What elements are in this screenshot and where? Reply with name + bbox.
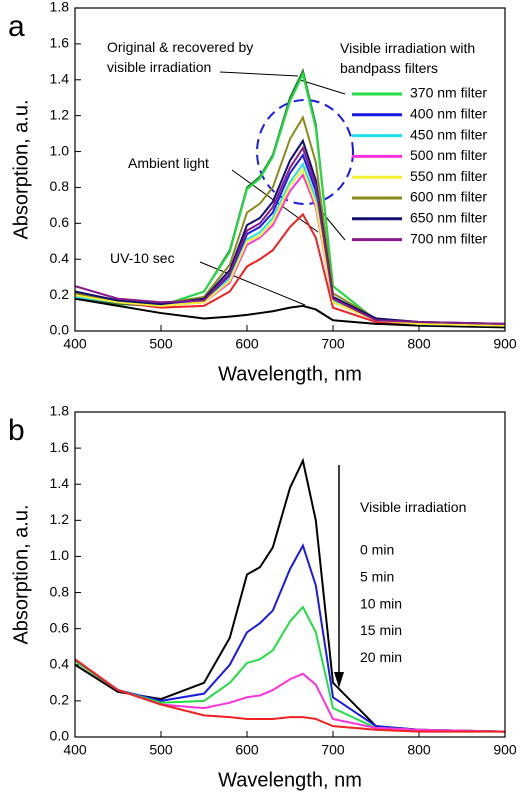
- legend-label: 15 min: [360, 622, 402, 638]
- y-tick-label: 1.8: [50, 403, 70, 419]
- y-tick-label: 0.0: [50, 322, 70, 338]
- spectrum-line: [74, 605, 506, 733]
- y-tick-label: 0.2: [50, 692, 70, 708]
- annotation: Ambient light: [128, 155, 209, 171]
- legend-label: 400 nm filter: [410, 106, 487, 122]
- x-tick-label: 500: [149, 742, 173, 758]
- x-tick-label: 700: [321, 742, 345, 758]
- plot-frame: [74, 411, 506, 738]
- spectrum-line: [74, 457, 506, 733]
- leader-line: [219, 71, 299, 77]
- panel-label: a: [8, 10, 25, 43]
- legend-label: 370 nm filter: [410, 85, 487, 101]
- spectrum-line: [74, 658, 505, 733]
- y-tick-label: 1.4: [50, 475, 70, 491]
- y-axis-title: Absorption, a.u.: [10, 504, 32, 644]
- annotation: Original & recovered by visible irradiat…: [107, 39, 254, 75]
- y-tick-label: 0.8: [50, 178, 70, 194]
- y-tick-label: 0.4: [50, 250, 70, 266]
- leader-line: [299, 79, 346, 95]
- y-tick-label: 1.0: [50, 142, 70, 158]
- y-tick-label: 1.0: [50, 547, 70, 563]
- x-axis-title: Wavelength, nm: [218, 769, 362, 791]
- legend-label: 5 min: [360, 569, 394, 585]
- spectrum-line: [74, 543, 506, 733]
- spectrum-line: [74, 297, 506, 329]
- x-tick-label: 800: [407, 336, 431, 352]
- y-tick-label: 0.6: [50, 619, 70, 635]
- x-tick-label: 400: [63, 336, 87, 352]
- spectrum-line: [74, 167, 506, 327]
- highlight-ellipse: [256, 99, 354, 205]
- y-tick-label: 1.6: [50, 35, 70, 51]
- y-axis-title: Absorption, a.u.: [10, 99, 32, 239]
- x-axis-title: Wavelength, nm: [218, 363, 362, 385]
- y-tick-label: 0.0: [50, 728, 70, 744]
- panel-label: b: [8, 414, 25, 447]
- y-tick-label: 1.8: [50, 0, 70, 15]
- spectrum-line: [74, 658, 506, 733]
- y-tick-label: 0.6: [50, 214, 70, 230]
- y-tick-label: 1.2: [50, 106, 70, 122]
- x-tick-label: 600: [235, 336, 259, 352]
- x-tick-label: 400: [63, 742, 87, 758]
- x-tick-label: 600: [235, 742, 259, 758]
- legend-title: Visible irradiation with bandpass filter…: [340, 40, 476, 76]
- legend-title: Visible irradiation: [360, 499, 467, 515]
- legend-label: 10 min: [360, 595, 402, 611]
- annotation: UV-10 sec: [110, 250, 175, 266]
- y-tick-label: 0.2: [50, 286, 70, 302]
- legend-label: 450 nm filter: [410, 126, 487, 142]
- legend-label: 600 nm filter: [410, 189, 487, 205]
- y-tick-label: 0.8: [50, 583, 70, 599]
- y-tick-label: 1.4: [50, 70, 70, 86]
- legend-label: 550 nm filter: [410, 168, 487, 184]
- legend-label: 500 nm filter: [410, 147, 487, 163]
- spectrum-line: [74, 145, 506, 325]
- legend-label: 650 nm filter: [410, 210, 487, 226]
- x-tick-label: 500: [149, 336, 173, 352]
- y-tick-label: 0.4: [50, 655, 70, 671]
- x-tick-label: 700: [321, 336, 345, 352]
- legend-label: 20 min: [360, 649, 402, 665]
- spectrum-line: [74, 212, 506, 327]
- x-tick-label: 800: [407, 742, 431, 758]
- x-tick-label: 900: [493, 336, 517, 352]
- plot-frame: [74, 7, 506, 332]
- x-tick-label: 900: [493, 742, 517, 758]
- legend-label: 0 min: [360, 542, 394, 558]
- arrow-head: [334, 672, 344, 688]
- y-tick-label: 1.2: [50, 511, 70, 527]
- legend-label: 700 nm filter: [410, 230, 487, 246]
- y-tick-label: 1.6: [50, 439, 70, 455]
